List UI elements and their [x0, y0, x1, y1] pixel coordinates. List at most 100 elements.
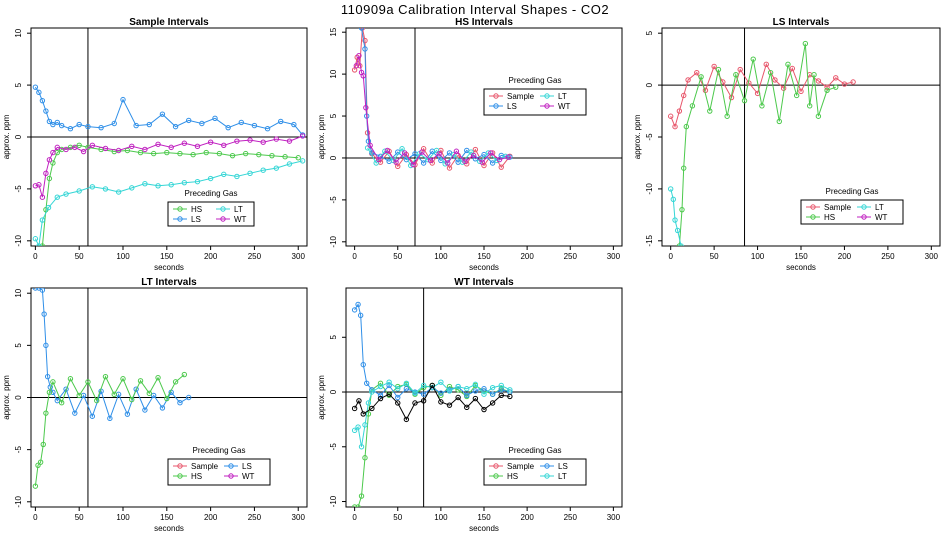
legend-title: Preceding Gas	[185, 189, 238, 198]
data-point-hs	[46, 389, 53, 395]
data-point-hs	[707, 108, 713, 114]
series-group	[351, 301, 513, 507]
data-point-lt	[168, 182, 174, 188]
y-tick-label: -5	[14, 185, 23, 193]
data-point-black	[472, 395, 479, 402]
plot-frame	[345, 27, 623, 247]
data-point-black	[403, 416, 410, 423]
data-point-hs	[137, 149, 144, 156]
data-point-hs	[229, 152, 236, 159]
x-tick-label: 250	[248, 513, 262, 522]
legend-box	[167, 201, 255, 227]
data-point-hs	[85, 379, 91, 385]
legend-swatch-marker	[493, 93, 499, 99]
data-point-hs	[37, 459, 44, 465]
data-point-black	[386, 391, 392, 397]
data-point-lt	[481, 391, 487, 397]
data-point-hs	[833, 84, 839, 90]
x-tick-label: 0	[33, 252, 38, 261]
data-point-hs	[715, 66, 722, 73]
data-point-hs	[282, 154, 288, 160]
series-line-wt	[355, 55, 509, 166]
panel-2: HS Intervals 0 50 100 150 200 250 300 -10 -5 0 5 10 1…	[317, 17, 623, 272]
legend-label: WT	[242, 472, 255, 481]
data-point-hs	[802, 40, 809, 47]
data-point-hs	[295, 155, 301, 161]
data-point-lt	[459, 159, 466, 165]
x-tick-label: 100	[434, 252, 448, 261]
data-point-ls	[72, 410, 78, 416]
data-point-hs	[759, 103, 765, 109]
data-point-lt	[115, 189, 122, 195]
data-point-sample	[672, 123, 678, 130]
data-point-wt	[496, 156, 503, 163]
x-tick-label: 0	[352, 252, 357, 261]
data-point-ls	[489, 391, 496, 397]
legend-label: Sample	[507, 462, 535, 471]
data-point-wt	[63, 146, 69, 153]
data-point-wt	[194, 143, 201, 150]
panel-title: Sample Intervals	[129, 17, 209, 28]
data-point-ls	[464, 392, 470, 399]
data-point-ls	[98, 124, 104, 131]
data-point-ls	[358, 28, 365, 31]
data-point-wt	[142, 146, 148, 153]
panel-3: LS Intervals 0 50 100 150 200 250 300 -15 -10 -5 0 5…	[633, 17, 941, 272]
panel-title: HS Intervals	[455, 17, 513, 28]
data-point-hs	[50, 160, 56, 166]
data-point-ls	[50, 121, 56, 128]
data-point-ls	[32, 84, 39, 90]
legend-box	[800, 199, 904, 225]
y-axis-label: approx. ppm	[317, 375, 326, 420]
data-point-black	[507, 393, 513, 400]
data-point-wt	[89, 142, 96, 149]
data-point-wt	[353, 63, 360, 69]
data-point-hs	[256, 151, 262, 158]
data-point-ls	[159, 111, 166, 117]
data-point-lt	[362, 422, 368, 428]
data-point-ls	[36, 288, 42, 291]
data-point-lt	[273, 165, 280, 171]
series-line-hs	[41, 144, 299, 246]
data-point-lt	[234, 173, 240, 180]
data-point-hs	[50, 379, 56, 385]
data-point-lt	[377, 383, 384, 390]
y-axis-label: approx. ppm	[2, 114, 11, 159]
data-point-lt	[489, 384, 496, 391]
y-tick-label: -5	[645, 133, 654, 141]
data-point-black	[351, 405, 358, 412]
data-point-wt	[80, 148, 87, 155]
data-point-hs	[177, 150, 183, 157]
y-tick-label: 5	[645, 30, 654, 35]
data-point-sample	[824, 84, 830, 90]
data-point-wt	[393, 159, 399, 165]
data-point-black	[356, 398, 362, 404]
legend-swatch-marker	[810, 204, 816, 210]
data-point-ls	[44, 373, 51, 380]
y-tick-label: 5	[14, 343, 23, 348]
data-point-sample	[737, 66, 743, 73]
data-point-hs	[146, 390, 152, 397]
data-point-hs	[76, 392, 82, 399]
legend: Preceding Gas Sample LT LS WT	[483, 76, 587, 116]
data-point-hs	[681, 165, 687, 171]
series-line-lt	[670, 188, 682, 246]
data-point-ls	[351, 307, 358, 313]
data-point-black	[455, 394, 461, 401]
legend-label: LS	[242, 462, 252, 471]
data-point-hs	[355, 504, 361, 507]
legend-swatch-marker	[544, 103, 550, 109]
data-point-hs	[155, 374, 161, 381]
data-point-lt	[358, 444, 365, 450]
data-point-ls	[177, 400, 183, 406]
data-point-lt	[399, 146, 405, 152]
data-point-hs	[58, 400, 65, 406]
data-point-hs	[216, 150, 223, 157]
data-point-wt	[32, 183, 39, 189]
data-point-black	[420, 398, 427, 404]
data-point-lt	[464, 386, 470, 392]
y-tick-label: 10	[14, 288, 23, 297]
data-point-hs	[824, 87, 830, 93]
y-tick-label: -5	[329, 196, 338, 204]
data-point-wt	[470, 152, 477, 159]
